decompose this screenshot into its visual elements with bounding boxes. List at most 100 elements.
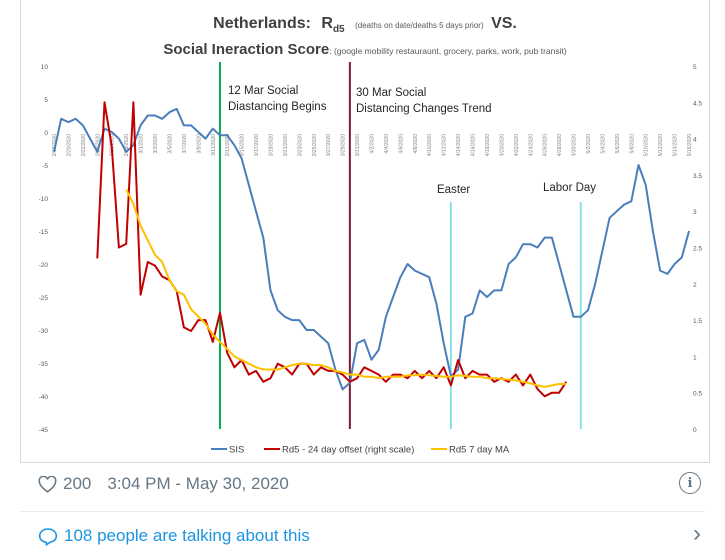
comment-bubble-icon (38, 527, 58, 546)
x-axis-tick-label: 4/28/2020 (557, 134, 563, 156)
right-axis-tick-label: 3 (693, 209, 697, 216)
right-axis-tick-label: 1 (693, 354, 697, 361)
x-axis-tick-label: 5/6/2020 (615, 134, 621, 154)
annotation-mar30-line2: Distancing Changes Trend (356, 103, 492, 115)
like-count: 200 (63, 474, 92, 493)
chart-title-line1: Netherlands: Rd5 (deaths on date/deaths … (213, 15, 517, 36)
divider (20, 511, 705, 512)
x-axis-tick-label: 2/22/2020 (81, 134, 87, 156)
right-axis-ticks: 5 4.5 4 3.5 3 2.5 2 1.5 1 0.5 0 (693, 64, 702, 434)
right-axis-tick-label: 4.5 (693, 100, 702, 107)
x-axis-tick-label: 4/6/2020 (398, 134, 404, 154)
annotation-mar30-line1: 30 Mar Social (356, 87, 426, 99)
right-axis-tick-label: 0.5 (693, 391, 702, 398)
right-axis-tick-label: 0 (693, 427, 697, 434)
left-axis-tick-label: 5 (44, 97, 48, 104)
x-axis-tick-label: 3/17/2020 (254, 134, 260, 156)
right-axis-tick-label: 1.5 (693, 318, 702, 325)
x-axis-tick-label: 5/12/2020 (658, 134, 664, 156)
left-axis-tick-label: -15 (39, 229, 49, 236)
x-axis-tick-label: 4/24/2020 (528, 134, 534, 156)
right-axis-tick-label: 4 (693, 137, 697, 144)
x-axis-tick-label: 4/8/2020 (413, 134, 419, 154)
x-axis-tick-label: 3/29/2020 (341, 134, 347, 156)
legend-label-sis: SIS (229, 445, 244, 456)
x-axis-tick-label: 5/8/2020 (629, 134, 635, 154)
title2-main: Social Ineraction Score (163, 41, 329, 58)
x-axis-tick-label: 4/12/2020 (442, 134, 448, 156)
annotation-mar12-line1: 12 Mar Social (228, 85, 298, 97)
annotation-easter: Easter (437, 184, 470, 196)
title-r: R (321, 15, 333, 32)
x-axis-tick-label: 4/30/2020 (572, 134, 578, 156)
tweet-timestamp[interactable]: 3:04 PM - May 30, 2020 (107, 474, 289, 493)
right-axis-tick-label: 2 (693, 282, 697, 289)
chart-title-line2: Social Ineraction Score: (google mobilit… (163, 41, 567, 58)
right-axis-tick-label: 5 (693, 64, 697, 71)
x-axis-tick-label: 3/9/2020 (196, 134, 202, 154)
x-axis-tick-label: 3/23/2020 (297, 134, 303, 156)
chart-image[interactable]: Netherlands: Rd5 (deaths on date/deaths … (20, 0, 710, 463)
x-axis-tick-label: 5/2/2020 (586, 134, 592, 154)
x-axis-tick-label: 3/25/2020 (312, 134, 318, 156)
x-axis-tick-label: 3/31/2020 (355, 134, 361, 156)
x-axis-tick-label: 3/13/2020 (225, 134, 231, 156)
x-axis-tick-label: 4/16/2020 (471, 134, 477, 156)
x-axis-tick-label: 4/14/2020 (456, 134, 462, 156)
series-lines (53, 101, 690, 398)
heart-icon[interactable] (38, 475, 57, 493)
x-axis-tick-label: 3/1/2020 (139, 134, 145, 154)
info-icon[interactable]: i (679, 472, 701, 494)
x-axis-tick-label: 4/18/2020 (485, 134, 491, 156)
x-axis-tick-label: 3/19/2020 (268, 134, 274, 156)
left-axis-ticks: 10 5 0 -5 -10 -15 -20 -25 -30 -35 -40 -45 (39, 64, 49, 434)
left-axis-tick-label: 0 (44, 130, 48, 137)
left-axis-tick-label: -20 (39, 262, 49, 269)
right-axis-tick-label: 2.5 (693, 246, 702, 253)
x-axis-ticks: 2/18/2020 2/20/2020 2/22/2020 2/24/2020 2/26… (52, 134, 693, 156)
x-axis-tick-label: 3/3/2020 (153, 134, 159, 154)
vertical-markers (218, 62, 582, 429)
x-axis-tick-label: 3/21/2020 (283, 134, 289, 156)
x-axis-tick-label: 5/14/2020 (673, 134, 679, 156)
title-vs: VS. (491, 15, 517, 32)
right-axis-tick-label: 3.5 (693, 173, 702, 180)
x-axis-tick-label: 3/15/2020 (240, 134, 246, 156)
x-axis-tick-label: 4/22/2020 (514, 134, 520, 156)
title-sub: d5 (333, 24, 345, 35)
series-line-rd5-7-day-ma (125, 188, 567, 388)
x-axis-tick-label: 2/28/2020 (124, 134, 130, 156)
x-axis-tick-label: 5/16/2020 (687, 134, 693, 156)
x-axis-tick-label: 3/5/2020 (167, 134, 173, 154)
title-main: Netherlands: (213, 15, 311, 32)
title-note: (deaths on date/deaths 5 days prior) (355, 21, 484, 30)
left-axis-tick-label: -25 (39, 295, 49, 302)
chart-legend: SIS Rd5 - 24 day offset (right scale) Rd… (211, 445, 510, 456)
x-axis-tick-label: 3/7/2020 (182, 134, 188, 154)
annotation-labor-day: Labor Day (543, 182, 596, 194)
chevron-right-icon[interactable]: › (693, 520, 701, 547)
left-axis-tick-label: -35 (39, 361, 49, 368)
left-axis-tick-label: -10 (39, 196, 49, 203)
x-axis-tick-label: 4/10/2020 (427, 134, 433, 156)
title2-note: : (google mobility restauraunt, grocery,… (329, 46, 567, 56)
series-line-sis (53, 107, 690, 391)
x-axis-tick-label: 4/4/2020 (384, 134, 390, 154)
left-axis-tick-label: -30 (39, 328, 49, 335)
like-action[interactable]: 200 (38, 474, 91, 494)
left-axis-tick-label: -5 (42, 163, 48, 170)
x-axis-tick-label: 2/24/2020 (95, 134, 101, 156)
legend-label-ma: Rd5 7 day MA (449, 445, 510, 456)
x-axis-tick-label: 4/20/2020 (499, 134, 505, 156)
x-axis-tick-label: 2/20/2020 (66, 134, 72, 156)
left-axis-tick-label: -45 (39, 427, 49, 434)
annotation-mar12-line2: Diastancing Begins (228, 101, 327, 113)
x-axis-tick-label: 5/10/2020 (644, 134, 650, 156)
left-axis-tick-label: -40 (39, 394, 49, 401)
conversation-link[interactable]: 108 people are talking about this (38, 524, 310, 548)
legend-label-rd5: Rd5 - 24 day offset (right scale) (282, 445, 414, 456)
x-axis-tick-label: 2/26/2020 (110, 134, 116, 156)
x-axis-tick-label: 3/27/2020 (326, 134, 332, 156)
x-axis-tick-label: 3/11/2020 (211, 134, 217, 156)
